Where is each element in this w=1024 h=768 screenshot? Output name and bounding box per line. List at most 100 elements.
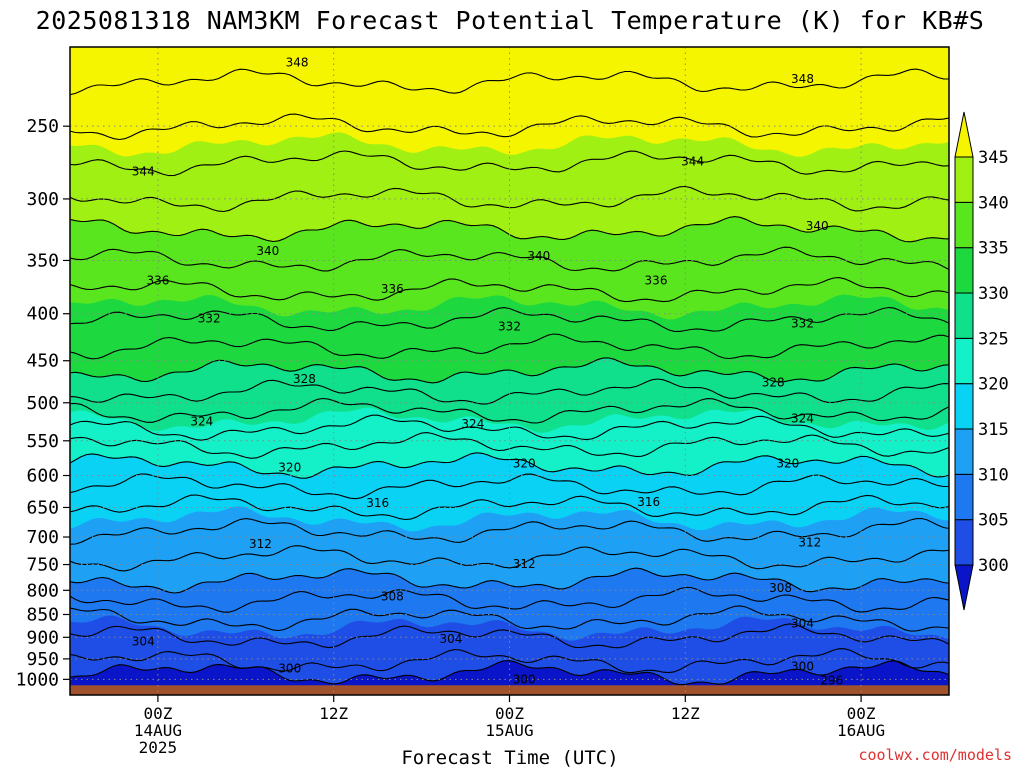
x-tick-label: 00Z [847,704,876,723]
color-scale-bar: 300 305 310 315 320 325 330 335 340 345 [954,111,1009,611]
contour-label: 320 [776,456,799,470]
y-tick-label: 800 [26,580,59,601]
x-tick-label: 00Z [495,704,524,723]
contour-label: 340 [256,244,279,258]
contour-label: 304 [439,632,462,646]
contour-label: 348 [791,72,814,86]
ground-fill [70,685,949,695]
y-tick-label: 250 [26,116,59,137]
x-tick-label: 12Z [319,704,348,723]
colorbar-tick-label: 320 [978,375,1009,395]
colorbar-segment [954,428,974,475]
colorbar-segment [954,473,974,521]
contour-line [70,494,949,521]
colorbar-tick-label: 325 [978,329,1009,349]
contour-label: 324 [190,414,213,428]
x-tick-label: 2025 [139,738,178,757]
y-tick-label: 600 [26,466,59,487]
contour-label: 324 [461,417,484,431]
contour-label: 316 [637,495,660,509]
colorbar-tick-label: 305 [978,511,1009,531]
colorbar-tick-label: 340 [978,193,1009,213]
contour-label: 340 [806,219,829,233]
colorbar-segment [954,247,974,294]
y-tick-label: 750 [26,555,59,576]
colorbar-segment [954,201,974,249]
colorbar-segment [954,292,974,339]
colorbar-max-arrow [954,111,974,158]
y-tick-label: 700 [26,527,59,548]
y-tick-label: 500 [26,393,59,414]
contour-line [70,660,949,686]
contour-label: 320 [278,460,301,474]
contour-label: 304 [132,635,155,649]
colorbar-min-arrow [954,564,974,611]
contour-line [70,397,949,424]
contour-label: 312 [513,557,536,571]
contour-line [70,605,949,632]
contour-line [70,306,949,332]
temperature-bands [70,47,949,695]
contour-label: 332 [198,312,221,326]
colorbar-segment [954,519,974,566]
grid-lines [70,47,949,695]
contour-line [70,68,949,96]
y-tick-label: 450 [26,351,59,372]
y-tick-label: 350 [26,250,59,271]
pressure-axis: 2503003504004505005506006507007508008509… [16,116,70,690]
contour-label: 348 [286,55,309,69]
colorbar-tick-label: 330 [978,284,1009,304]
contour-label: 328 [762,375,785,389]
x-tick-label: 14AUG [134,721,182,740]
contour-label: 300 [513,672,536,686]
contour-label: 324 [791,411,814,425]
colorbar-segment [954,383,974,430]
contour-label: 312 [249,537,272,551]
contour-label: 312 [798,536,821,550]
contour-label: 344 [132,164,155,178]
contour-label: 336 [645,273,668,287]
contour-line [70,648,949,674]
credit-text: coolwx.com/models [858,746,1012,764]
contour-label: 328 [293,372,316,386]
contour-label: 308 [769,581,792,595]
contour-label: 296 [820,674,843,688]
y-tick-label: 1000 [16,669,59,690]
y-tick-label: 650 [26,497,59,518]
contour-label: 332 [498,319,521,333]
contour-label: 340 [527,249,550,263]
contour-label: 336 [381,282,404,296]
contour-labels: 348 348 344 344 340 340 340 336 336 336 332 332 332 3… [132,55,843,687]
chart-title: 2025081318 NAM3KM Forecast Potential Tem… [36,6,985,35]
colorbar-tick-label: 310 [978,465,1009,485]
contour-label: 316 [366,496,389,510]
x-tick-label: 16AUG [837,721,885,740]
y-tick-label: 900 [26,627,59,648]
contour-label: 336 [146,273,169,287]
contour-line [70,277,949,303]
x-axis-label: Forecast Time (UTC) [401,747,618,768]
y-tick-label: 950 [26,649,59,670]
ground-layer [70,685,949,695]
contour-label: 332 [791,317,814,331]
colorbar-tick-label: 300 [978,556,1009,576]
colorbar-segment [954,156,974,203]
x-tick-label: 15AUG [485,721,533,740]
contour-label: 304 [791,616,814,630]
contour-line [70,357,949,384]
contour-label: 300 [791,659,814,673]
contour-label: 308 [381,589,404,603]
colorbar-tick-label: 335 [978,239,1009,259]
y-tick-label: 550 [26,431,59,452]
y-tick-label: 400 [26,304,59,325]
y-tick-label: 850 [26,605,59,626]
contour-line [70,246,949,272]
colorbar-tick-label: 345 [978,148,1009,168]
y-tick-label: 300 [26,189,59,210]
contour-line [70,333,949,360]
contour-line [70,545,949,572]
contour-line [70,473,949,500]
contour-label: 344 [681,154,704,168]
